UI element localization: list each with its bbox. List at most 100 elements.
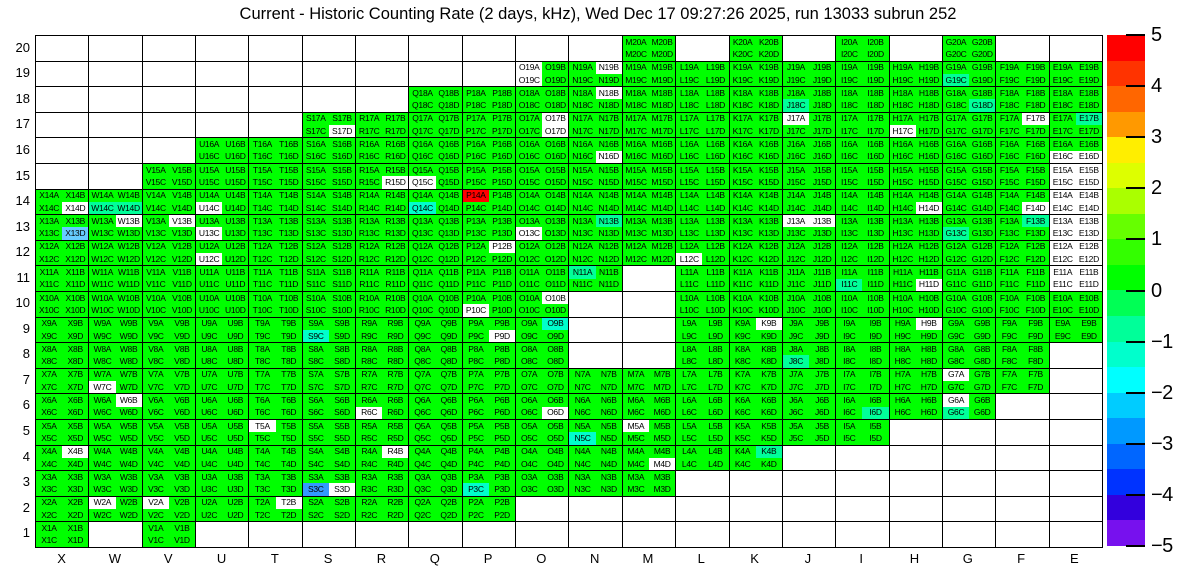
channel-label-O10B: O10B: [542, 292, 569, 305]
grid-cell-P10: P10A P10B P10C P10D: [462, 292, 516, 317]
grid-cell-W9: W9A W9B W9C W9D: [89, 317, 142, 343]
channel-label-S6C: S6C: [302, 406, 329, 419]
channel-label-E12A: E12A: [1049, 240, 1076, 254]
channel-label-I9C: I9C: [836, 329, 863, 343]
channel-label-M12A: M12A: [622, 240, 650, 254]
channel-label-W3C: W3C: [89, 483, 116, 496]
grid-cell-L5: L5A L5B L5C L5D: [676, 420, 729, 445]
channel-label-W3A: W3A: [89, 471, 116, 484]
channel-label-O3D: O3D: [542, 483, 569, 496]
channel-label-U7B: U7B: [222, 368, 249, 382]
channel-label-I10B: I10B: [862, 292, 889, 305]
channel-label-O14B: O14B: [542, 189, 569, 202]
channel-label-O11C: O11C: [516, 278, 543, 291]
y-axis-label-4: 4: [22, 448, 30, 464]
channel-label-W14B: W14B: [115, 189, 142, 202]
grid-cell-empty-S19: [302, 61, 356, 87]
channel-label-L5D: L5D: [702, 432, 729, 445]
channel-label-K12B: K12B: [755, 240, 782, 254]
colorbar-tick--2: [1126, 391, 1145, 394]
grid-cell-empty-H2: [889, 496, 942, 522]
channel-label-M18C: M18C: [622, 99, 650, 112]
grid-cell-T14: T14A T14B T14C T14D: [249, 189, 302, 215]
channel-label-O12A: O12A: [516, 240, 543, 254]
channel-label-H8B: H8B: [915, 343, 942, 356]
grid-cell-H10: H10A H10B H10C H10D: [889, 292, 942, 317]
channel-label-G20D: G20D: [969, 48, 996, 61]
grid-cell-U9: U9A U9B U9C U9D: [196, 317, 249, 343]
channel-label-R11C: R11C: [356, 278, 383, 291]
channel-label-U16C: U16C: [196, 150, 223, 163]
channel-label-K17C: K17C: [729, 125, 756, 138]
grid-cell-G8: G8A G8B G8C G8D: [942, 343, 996, 368]
channel-label-O16C: O16C: [516, 150, 543, 163]
channel-label-E18A: E18A: [1049, 87, 1076, 100]
channel-label-P12C: P12C: [462, 253, 489, 266]
grid-cell-U2: U2A U2B U2C U2D: [196, 496, 249, 522]
channel-label-J7B: J7B: [809, 368, 836, 382]
grid-cell-U13: U13A U13B U13C U13D: [196, 215, 249, 240]
channel-label-O14D: O14D: [542, 201, 569, 215]
grid-cell-X11: X11A X11B X11C X11D: [36, 266, 89, 291]
channel-label-M6D: M6D: [649, 406, 676, 419]
channel-label-S16D: S16D: [328, 150, 356, 163]
grid-cell-empty-E5: [1049, 420, 1102, 445]
grid-cell-F17: F17A F17B F17C F17D: [996, 112, 1049, 138]
channel-label-U12A: U12A: [196, 240, 223, 254]
grid-cell-E18: E18A E18B E18C E18D: [1049, 87, 1102, 112]
grid-cell-N18: N18A N18B N18C N18D: [569, 87, 622, 112]
channel-label-K18A: K18A: [729, 87, 756, 100]
channel-label-K9A: K9A: [729, 317, 756, 330]
channel-label-G8C: G8C: [942, 355, 970, 368]
channel-label-K18C: K18C: [729, 99, 756, 112]
channel-label-K11C: K11C: [729, 278, 756, 291]
grid-cell-J18: J18A J18B J18C J18D: [782, 87, 836, 112]
channel-label-S8A: S8A: [302, 343, 329, 356]
channel-label-F15B: F15B: [1022, 164, 1049, 177]
channel-label-O11D: O11D: [542, 278, 569, 291]
grid-cell-E10: E10A E10B E10C E10D: [1049, 292, 1102, 317]
colorbar-tick-label--1: −1: [1151, 330, 1173, 353]
channel-label-G16D: G16D: [969, 150, 996, 163]
channel-label-L15C: L15C: [676, 176, 703, 189]
channel-label-W6A: W6A: [89, 394, 116, 407]
channel-label-L18D: L18D: [702, 99, 729, 112]
grid-cell-empty-N20: [569, 36, 622, 61]
grid-cell-F9: F9A F9B F9C F9D: [996, 317, 1049, 343]
channel-label-S9D: S9D: [328, 329, 356, 343]
channel-label-T13D: T13D: [275, 227, 302, 240]
channel-label-P8D: P8D: [488, 355, 516, 368]
channel-label-J10B: J10B: [809, 292, 836, 305]
channel-label-T3D: T3D: [275, 483, 302, 496]
channel-label-J11C: J11C: [782, 278, 810, 291]
channel-label-T5C: T5C: [249, 432, 276, 445]
colorbar-band-2: [1107, 86, 1145, 112]
channel-label-N11D: N11D: [595, 278, 622, 291]
channel-label-L4A: L4A: [676, 445, 703, 458]
channel-label-N6B: N6B: [595, 394, 622, 407]
channel-label-P2C: P2C: [462, 509, 489, 522]
channel-label-J15A: J15A: [782, 164, 810, 177]
channel-label-T12A: T12A: [249, 240, 276, 254]
channel-label-J10C: J10C: [782, 304, 810, 317]
channel-label-O13C: O13C: [516, 227, 543, 240]
y-axis-label-1: 1: [22, 525, 30, 541]
channel-label-J13B: J13B: [809, 215, 836, 228]
channel-label-S12D: S12D: [328, 253, 356, 266]
channel-label-M15D: M15D: [649, 176, 676, 189]
channel-label-Q7B: Q7B: [435, 368, 462, 382]
channel-label-K13D: K13D: [755, 227, 782, 240]
channel-label-X8A: X8A: [36, 343, 63, 356]
channel-label-I7B: I7B: [862, 368, 889, 382]
channel-label-O18D: O18D: [542, 99, 569, 112]
grid-cell-W8: W8A W8B W8C W8D: [89, 343, 142, 368]
channel-label-W8D: W8D: [115, 355, 142, 368]
channel-label-K13B: K13B: [755, 215, 782, 228]
grid-cell-V12: V12A V12B V12C V12D: [142, 240, 196, 266]
channel-label-T16C: T16C: [249, 150, 276, 163]
channel-label-V5A: V5A: [142, 420, 169, 433]
channel-label-H6D: H6D: [915, 406, 942, 419]
x-axis-label-U: U: [216, 551, 227, 566]
channel-label-I15B: I15B: [862, 164, 889, 177]
channel-label-T5A: T5A: [249, 420, 276, 433]
